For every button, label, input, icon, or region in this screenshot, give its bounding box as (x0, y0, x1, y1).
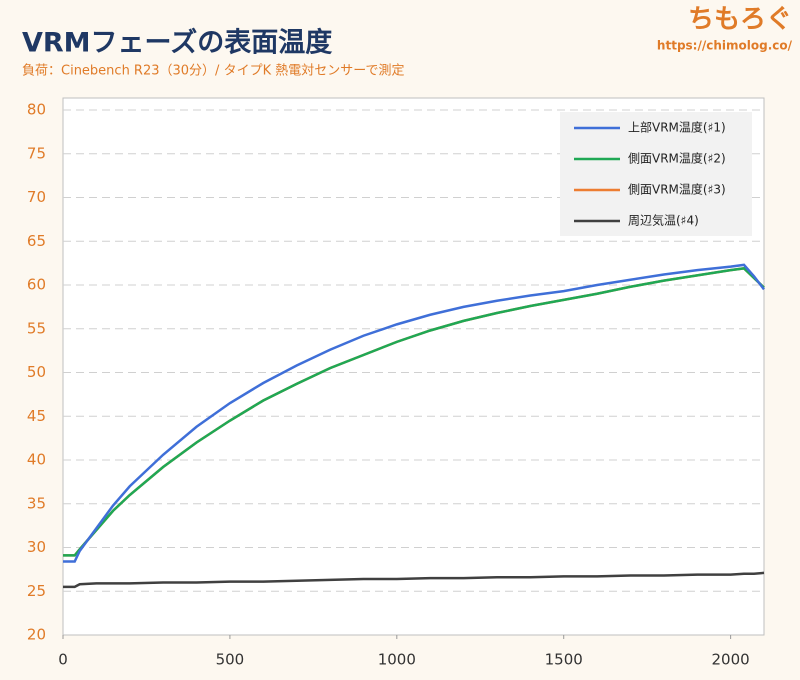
y-tick-label: 20 (27, 626, 46, 644)
legend-label: 側面VRM温度(♯2) (628, 151, 726, 166)
y-tick-label: 50 (27, 363, 46, 381)
chart-subtitle: 負荷：Cinebench R23（30分）/ タイプK 熱電対センサーで測定 (22, 64, 404, 79)
brand-url: https://chimolog.co/ (657, 39, 793, 53)
y-tick-label: 45 (27, 407, 46, 425)
y-tick-label: 25 (27, 582, 46, 600)
y-tick-label: 60 (27, 276, 46, 294)
line-series (63, 267, 765, 557)
y-tick-label: 65 (27, 232, 46, 250)
chart-title: VRMフェーズの表面温度 (22, 27, 332, 59)
brand-name: ちもろぐ (688, 5, 792, 35)
legend-label: 周辺気温(♯4) (628, 213, 699, 228)
x-tick-label: 1500 (545, 651, 583, 669)
line-series (63, 263, 765, 563)
x-tick-label: 1000 (378, 651, 416, 669)
y-tick-label: 80 (27, 101, 46, 119)
y-tick-label: 70 (27, 188, 46, 206)
y-tick-label: 30 (27, 538, 46, 556)
legend-label: 上部VRM温度(♯1) (628, 120, 726, 135)
y-tick-label: 40 (27, 451, 46, 469)
y-tick-label: 35 (27, 494, 46, 512)
x-tick-label: 2000 (712, 651, 750, 669)
y-tick-label: 55 (27, 319, 46, 337)
legend-label: 側面VRM温度(♯3) (628, 182, 726, 197)
x-tick-label: 500 (216, 651, 245, 669)
line-series (63, 571, 765, 589)
y-tick-label: 75 (27, 144, 46, 162)
legend-box (560, 112, 752, 236)
x-tick-label: 0 (58, 651, 68, 669)
